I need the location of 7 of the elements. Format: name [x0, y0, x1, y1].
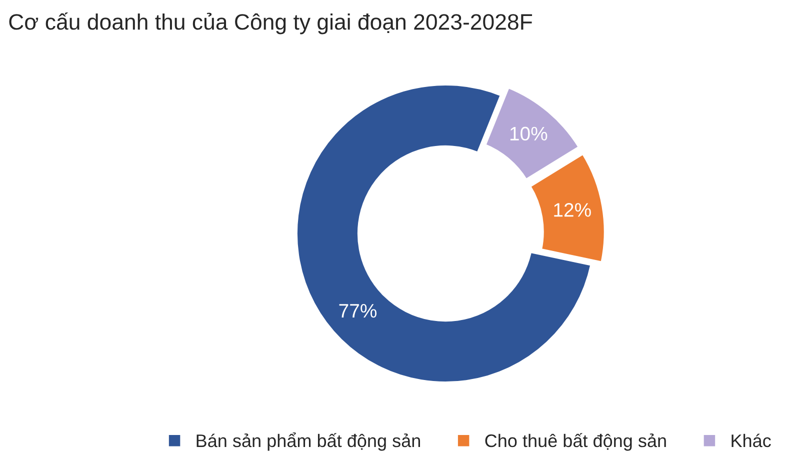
legend-label: Cho thuê bất động sản — [485, 433, 666, 451]
data-label: 77% — [339, 304, 377, 318]
chart-title: Cơ cấu doanh thu của Công ty giai đoạn 2023-2028F — [9, 12, 532, 34]
data-label: 10% — [510, 126, 548, 141]
legend-label: Bán sản phẩm bất động sản — [196, 432, 420, 451]
data-label: 12% — [554, 203, 591, 217]
legend-label: Khác — [732, 434, 771, 448]
